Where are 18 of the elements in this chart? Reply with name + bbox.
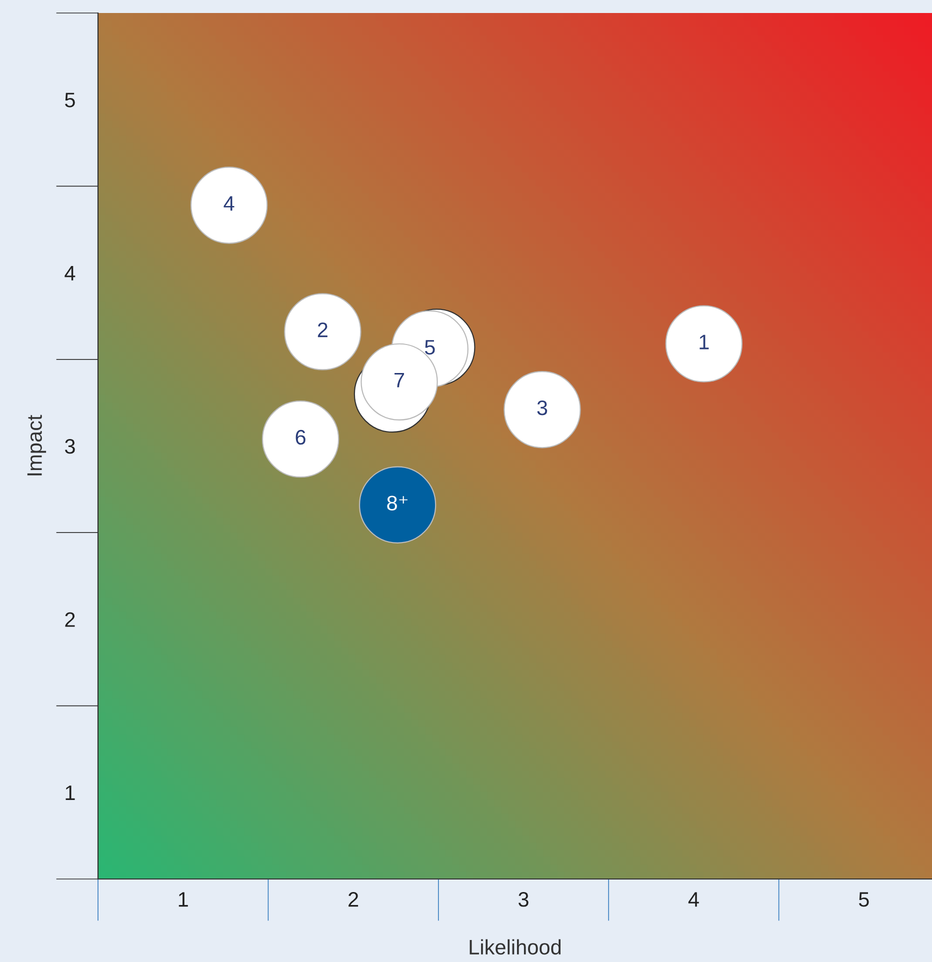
annotation: 4 (224, 196, 234, 211)
annotation: 6 (296, 430, 306, 445)
y-tick-label: 1 (66, 786, 75, 800)
x-tick-label: 3 (518, 892, 528, 907)
annotation: 3 (537, 400, 548, 416)
x-tick-label: 2 (348, 892, 358, 907)
y-tick-label: 3 (64, 439, 75, 454)
x-axis-title: Likelihood (470, 939, 561, 955)
y-tick-label: 5 (65, 92, 75, 108)
annotation: 2 (318, 322, 328, 338)
annotation: 8⁺ (387, 496, 408, 510)
annotation: 1 (700, 334, 709, 350)
x-tick-label: 5 (858, 892, 869, 907)
y-tick-label: 2 (65, 612, 75, 627)
x-tick-label: 1 (178, 892, 188, 907)
x-tick-label: 4 (688, 892, 699, 907)
y-tick-label: 4 (64, 266, 76, 280)
y-axis-title: Impact (27, 414, 46, 476)
